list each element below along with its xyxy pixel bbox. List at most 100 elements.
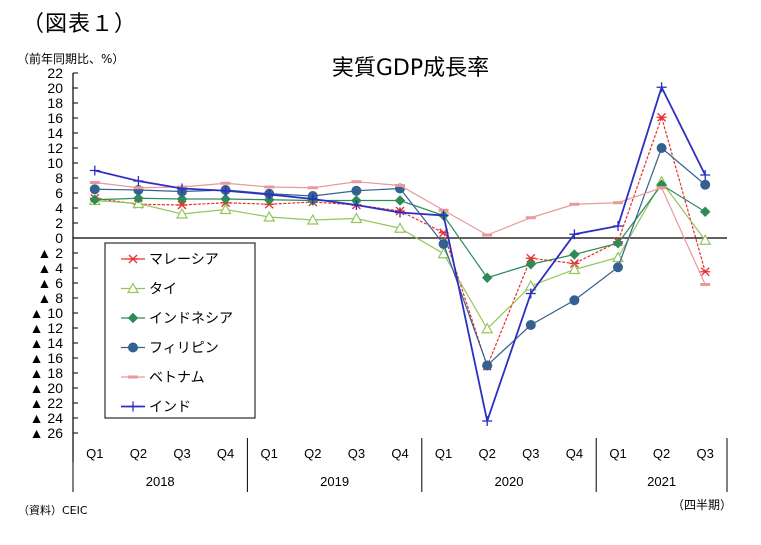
y-tick-label: ▲ 24: [30, 410, 64, 426]
data-point: [175, 207, 189, 219]
y-tick-label: ▲ 18: [30, 365, 64, 381]
data-point: [481, 322, 494, 334]
data-point: [263, 210, 276, 222]
y-tick-label: 20: [47, 80, 63, 96]
data-point: [482, 416, 493, 426]
y-tick-label: 16: [47, 110, 63, 126]
data-point: [437, 247, 450, 259]
data-point: [612, 238, 624, 249]
data-point: [219, 203, 232, 215]
data-point: [569, 295, 580, 306]
data-point: [351, 185, 362, 196]
legend-label: インド: [149, 400, 191, 416]
data-point: [306, 213, 319, 225]
y-tick-label: ▲ 6: [37, 275, 63, 291]
legend-marker: [126, 282, 140, 294]
legend-box: [104, 242, 256, 419]
x-tick-label: Q1: [261, 446, 278, 461]
y-tick-label: 6: [55, 185, 63, 201]
y-tick-label: 22: [47, 65, 63, 81]
data-point: [394, 195, 406, 206]
legend-label: マレーシア: [149, 252, 219, 268]
data-point: [525, 259, 537, 270]
y-tick-label: 18: [47, 95, 63, 111]
y-tick-label: ▲ 4: [37, 260, 63, 276]
data-point: [481, 272, 493, 283]
data-point: [613, 221, 623, 231]
legend-label: タイ: [149, 282, 177, 298]
y-tick-label: 12: [47, 140, 63, 156]
y-tick-label: 10: [47, 155, 63, 171]
x-tick-label: Q4: [391, 446, 408, 461]
data-point: [351, 200, 362, 210]
data-point: [656, 82, 667, 93]
data-point: [699, 234, 712, 245]
data-point: [89, 165, 100, 176]
data-point: [568, 263, 581, 275]
year-label: 2018: [146, 474, 175, 489]
data-point: [264, 189, 275, 200]
data-point: [699, 206, 711, 217]
data-point: [438, 210, 449, 221]
y-tick-label: 14: [47, 125, 63, 141]
y-tick-label: ▲ 22: [30, 395, 64, 411]
data-point: [525, 320, 536, 330]
y-tick-label: ▲ 16: [30, 350, 64, 366]
year-label: 2021: [647, 474, 676, 489]
y-tick-label: ▲ 26: [30, 425, 64, 441]
y-tick-label: ▲ 20: [30, 380, 64, 396]
legend-marker: [128, 342, 138, 353]
x-tick-label: Q3: [348, 446, 365, 461]
series-layer: [88, 82, 712, 426]
data-point: [89, 184, 100, 195]
legend-item: インドネシア: [121, 311, 233, 327]
series-5: [89, 82, 711, 426]
data-point: [569, 229, 580, 240]
data-point: [525, 288, 536, 299]
y-axis-unit-label: （前年同期比、%）: [17, 52, 125, 66]
x-tick-label: Q4: [217, 446, 234, 461]
data-point: [482, 360, 493, 371]
data-point: [133, 176, 144, 186]
x-axis-period-label: （四半期）: [672, 498, 733, 512]
data-point: [177, 200, 187, 210]
x-tick-label: Q3: [173, 446, 190, 461]
data-point: [656, 143, 667, 153]
data-point: [307, 194, 318, 204]
x-tick-label: Q4: [566, 446, 583, 461]
legend-marker: [128, 254, 138, 264]
data-point: [656, 112, 667, 122]
series-2: [89, 179, 711, 283]
x-tick-label: Q3: [522, 446, 539, 461]
data-point: [220, 185, 231, 196]
data-point: [177, 183, 187, 194]
legend-item: ベトナム: [121, 370, 205, 386]
y-tick-label: ▲ 8: [37, 290, 63, 306]
data-point: [569, 249, 580, 260]
y-tick-label: 4: [55, 200, 63, 216]
legend-item: インド: [121, 400, 191, 416]
legend-label: ベトナム: [149, 370, 205, 386]
x-tick-label: Q1: [609, 446, 626, 461]
x-tick-label: Q2: [653, 446, 670, 461]
legend-label: インドネシア: [149, 311, 233, 327]
y-tick-label: 8: [55, 170, 63, 186]
data-point: [438, 239, 449, 249]
x-tick-label: Q2: [130, 446, 147, 461]
legend-marker: [127, 312, 139, 324]
legend-label: フィリピン: [149, 341, 219, 357]
data-point: [393, 222, 407, 233]
y-tick-label: ▲ 12: [30, 320, 64, 336]
x-tick-label: Q1: [435, 446, 452, 461]
data-point: [176, 193, 188, 205]
legend-marker: [128, 401, 138, 412]
data-point: [133, 193, 144, 204]
chart-title: 実質GDP成長率: [331, 56, 490, 81]
data-point: [700, 267, 711, 277]
legend-item: タイ: [121, 282, 177, 298]
legend-item: マレーシア: [121, 252, 219, 268]
data-point: [350, 212, 363, 224]
